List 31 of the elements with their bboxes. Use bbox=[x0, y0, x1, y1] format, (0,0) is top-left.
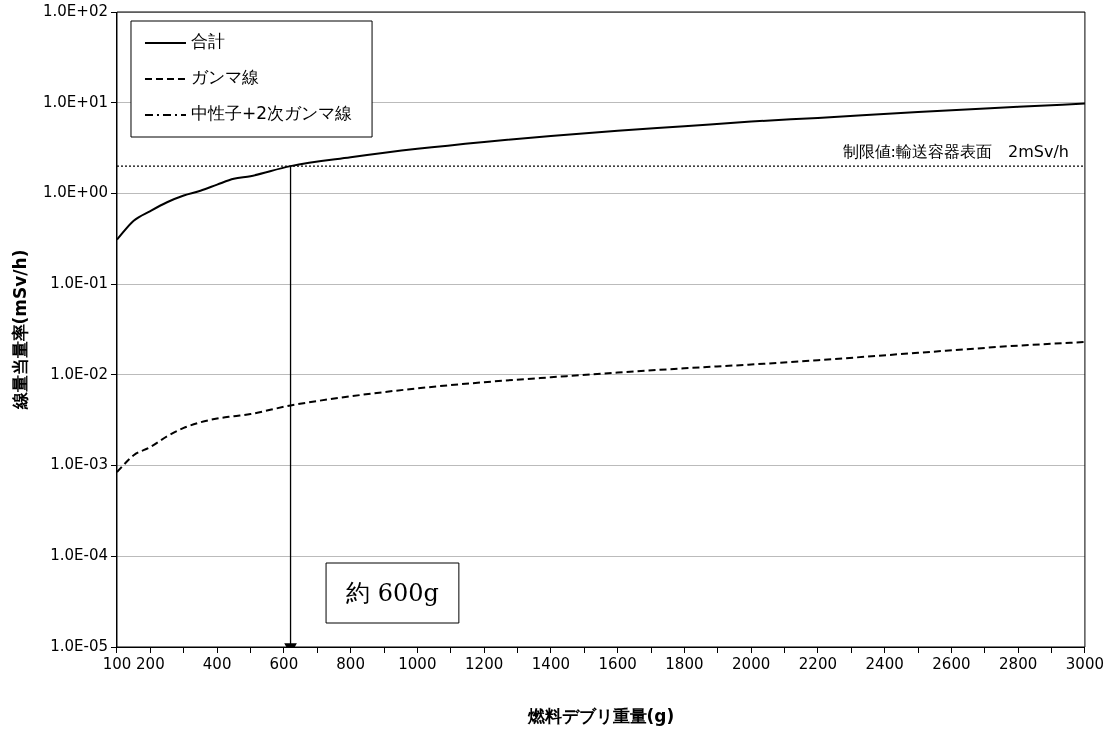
y-tick-label: 1.0E-04 bbox=[50, 546, 108, 565]
x-tick-label: 1200 bbox=[465, 654, 504, 673]
ref-line-label: 制限値:輸送容器表面 2mSv/h bbox=[842, 142, 1069, 162]
y-tick-label: 1.0E-05 bbox=[50, 636, 108, 655]
x-tick-label: 100 bbox=[102, 654, 132, 673]
y-tick-label: 1.0E+02 bbox=[42, 1, 108, 20]
x-tick-label: 2200 bbox=[798, 654, 837, 673]
x-tick-label: 600 bbox=[269, 654, 299, 673]
x-tick-label: 2800 bbox=[999, 654, 1038, 673]
x-tick-label: 400 bbox=[202, 654, 232, 673]
x-tick-label: 1600 bbox=[598, 654, 637, 673]
y-tick-label: 1.0E+01 bbox=[42, 92, 108, 111]
x-tick-label: 200 bbox=[136, 654, 165, 673]
y-tick-label: 1.0E+00 bbox=[42, 183, 108, 202]
x-tick-label: 3000 bbox=[1065, 654, 1105, 673]
x-tick-label: 2000 bbox=[732, 654, 771, 673]
legend-label: 合計 bbox=[190, 31, 225, 52]
x-tick-label: 1400 bbox=[531, 654, 570, 673]
y-tick-label: 1.0E-03 bbox=[50, 455, 108, 474]
x-tick-label: 1000 bbox=[398, 654, 437, 673]
legend-label: ガンマ線 bbox=[190, 67, 259, 88]
y-tick-label: 1.0E-02 bbox=[50, 364, 108, 383]
x-tick-label: 1800 bbox=[665, 654, 704, 673]
y-axis-title: 線量当量率(mSv/h) bbox=[10, 249, 31, 411]
x-tick-label: 2400 bbox=[865, 654, 904, 673]
annotation: 約 600g bbox=[346, 579, 439, 608]
x-tick-label: 2600 bbox=[932, 654, 971, 673]
legend-label: 中性子+2次ガンマ線 bbox=[190, 103, 353, 124]
y-tick-label: 1.0E-01 bbox=[50, 274, 108, 293]
x-axis-title: 燃料デブリ重量(g) bbox=[526, 706, 675, 727]
x-tick-label: 800 bbox=[336, 654, 365, 673]
